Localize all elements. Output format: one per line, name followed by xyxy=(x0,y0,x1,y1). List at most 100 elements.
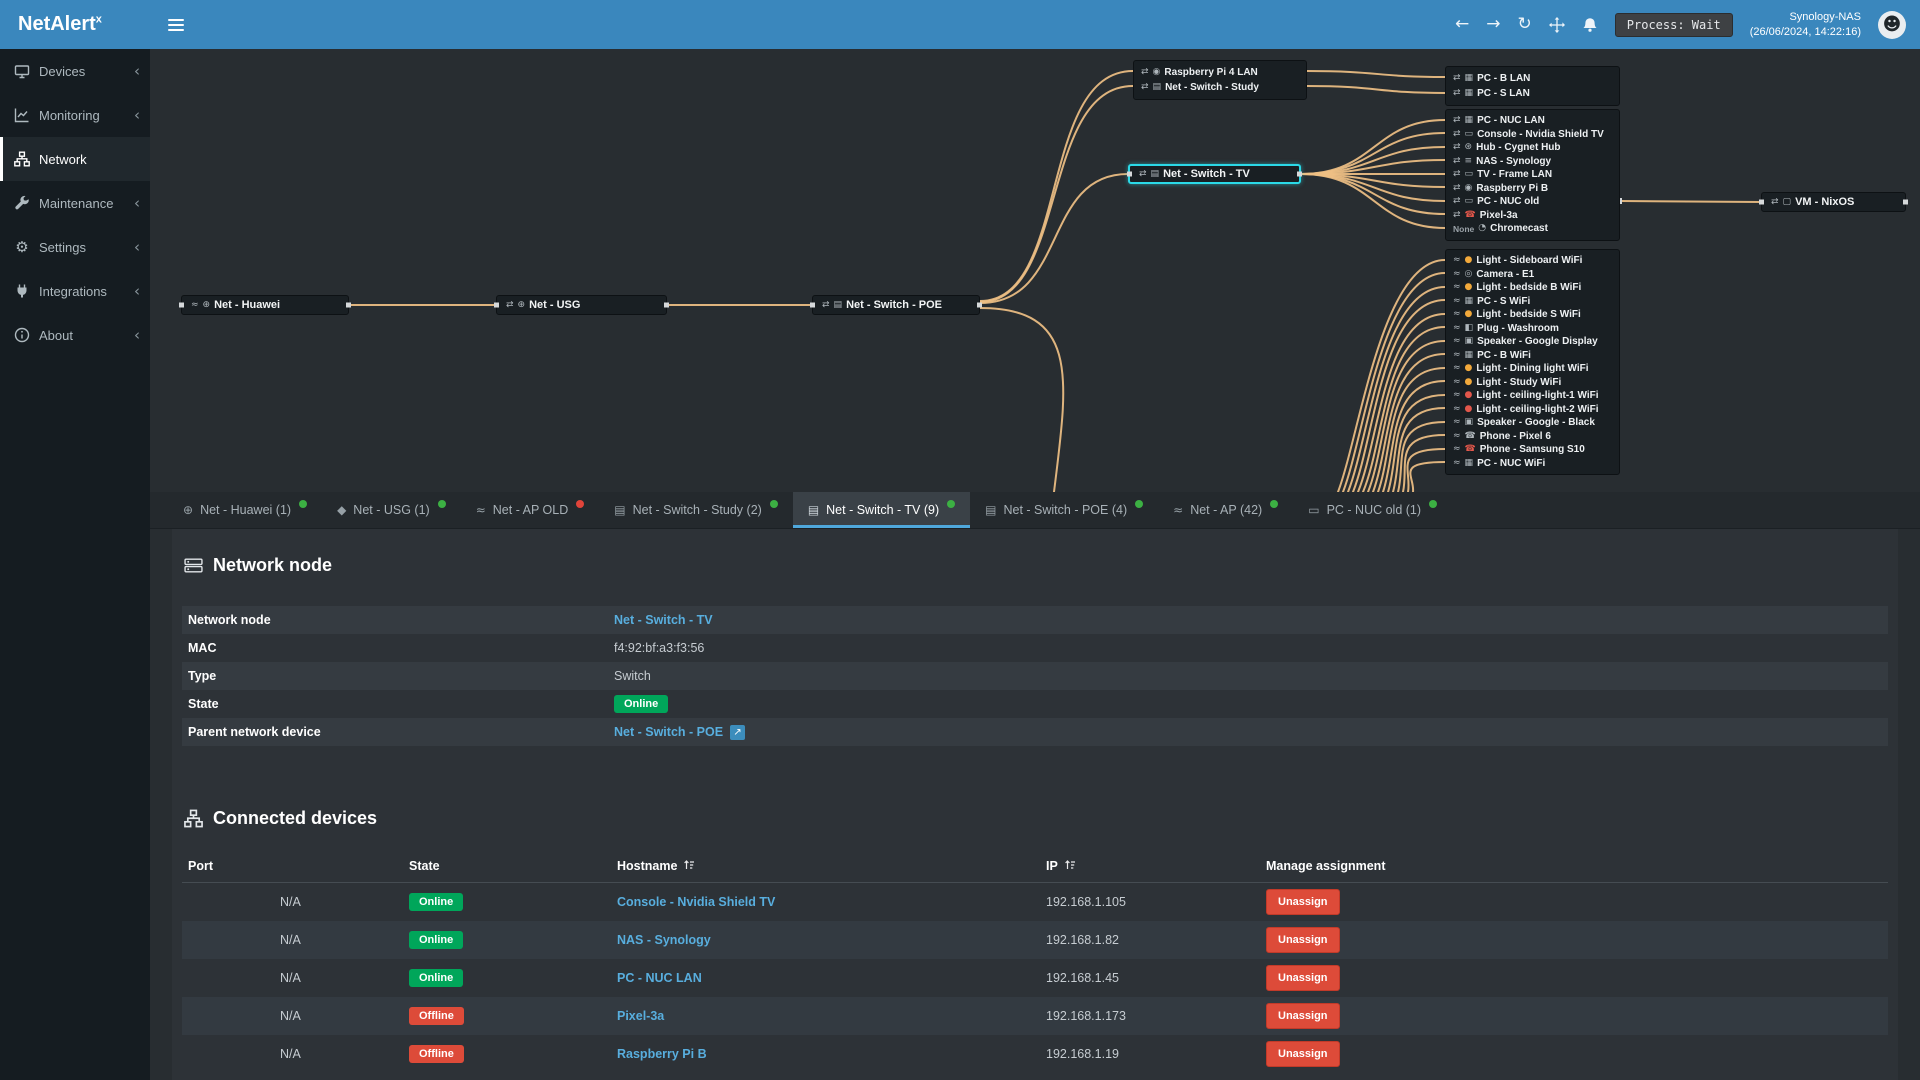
wifi-icon: ≈ xyxy=(1453,282,1461,293)
hostname-link[interactable]: Pixel-3a xyxy=(617,1009,665,1023)
move-icon[interactable] xyxy=(1548,16,1565,33)
unassign-button[interactable]: Unassign xyxy=(1266,1003,1340,1029)
topology-node-vm-nixos[interactable]: ⇄ ▢ VM - NixOS xyxy=(1759,192,1908,212)
unassign-button[interactable]: Unassign xyxy=(1266,889,1340,915)
nav-forward-icon[interactable]: → xyxy=(1486,14,1501,34)
sidebar-item-monitoring[interactable]: Monitoring ‹ xyxy=(0,93,150,137)
hostname-link[interactable]: Raspberry Pi B xyxy=(617,1047,707,1061)
topology-node-plug-washroom[interactable]: ≈ ◧ Plug - Washroom xyxy=(1453,322,1612,336)
topology-node-hub-cygnet-hub[interactable]: ⇄ ⊛ Hub - Cygnet Hub xyxy=(1453,141,1612,155)
raspberry-icon: ◉ xyxy=(1464,182,1473,193)
sidebar-toggle-button[interactable] xyxy=(150,0,202,49)
eth-icon: ⇄ xyxy=(1453,209,1461,220)
hostname-link[interactable]: PC - NUC LAN xyxy=(617,971,702,985)
node-label: TV - Frame LAN xyxy=(1477,169,1553,181)
eth-icon: ⇄ xyxy=(1771,196,1779,207)
topology-node-pc-b-lan[interactable]: ⇄ ▦ PC - B LAN xyxy=(1453,71,1612,86)
topology-node-chromecast[interactable]: None ◔ Chromecast xyxy=(1453,222,1612,236)
topology-node-light-bedside-b-wifi[interactable]: ≈ ● Light - bedside B WiFi xyxy=(1453,281,1612,295)
topology-node-pc-s-wifi[interactable]: ≈ ▦ PC - S WiFi xyxy=(1453,295,1612,309)
topology-node-speaker-google-black[interactable]: ≈ ▣ Speaker - Google - Black xyxy=(1453,416,1612,430)
topology-node-speaker-google-display[interactable]: ≈ ▣ Speaker - Google Display xyxy=(1453,335,1612,349)
tab-net-huawei[interactable]: ⊕ Net - Huawei (1) xyxy=(168,492,322,528)
sort-icon[interactable] xyxy=(1064,859,1076,871)
plug-icon xyxy=(17,284,27,298)
parent-device-link[interactable]: Net - Switch - POE xyxy=(614,725,724,739)
tab-pc-nuc-old[interactable]: ▭ PC - NUC old (1) xyxy=(1293,492,1452,528)
topology-node-light-study-wifi[interactable]: ≈ ● Light - Study WiFi xyxy=(1453,376,1612,390)
pc-icon: ▭ xyxy=(1464,196,1474,207)
topology-node-pc-s-lan[interactable]: ⇄ ▦ PC - S LAN xyxy=(1453,86,1612,101)
tab-net-switch-tv[interactable]: ▤ Net - Switch - TV (9) xyxy=(792,492,971,528)
node-label: Light - ceiling-light-1 WiFi xyxy=(1476,390,1599,402)
network-node-link[interactable]: Net - Switch - TV xyxy=(614,613,713,627)
port-value: N/A xyxy=(280,971,301,985)
topology-node-pc-b-wifi[interactable]: ≈ ▦ PC - B WiFi xyxy=(1453,349,1612,363)
section-title: Connected devices xyxy=(213,808,378,828)
tab-net-switch-study[interactable]: ▤ Net - Switch - Study (2) xyxy=(599,492,793,528)
node-label: Light - bedside B WiFi xyxy=(1476,282,1582,294)
wifi-icon: ≈ xyxy=(1453,363,1461,374)
topology-node-pc-nuc-old[interactable]: ⇄ ▭ PC - NUC old xyxy=(1453,195,1612,209)
topology-node-light-ceiling-light-1-wifi[interactable]: ≈ ● Light - ceiling-light-1 WiFi xyxy=(1453,389,1612,403)
external-link-icon[interactable]: ↗ xyxy=(730,724,746,740)
topology-node-net-usg[interactable]: ⇄ ⊕ Net - USG xyxy=(494,295,669,315)
topology-node-phone-pixel-6[interactable]: ≈ ☎ Phone - Pixel 6 xyxy=(1453,430,1612,444)
user-avatar[interactable]: ☻ xyxy=(1878,10,1906,39)
topology-node-light-ceiling-light-2-wifi[interactable]: ≈ ● Light - ceiling-light-2 WiFi xyxy=(1453,403,1612,417)
tab-label: PC - NUC old (1) xyxy=(1326,503,1422,517)
column-ip[interactable]: IP xyxy=(1046,859,1266,873)
sidebar-item-settings[interactable]: ⚙ Settings ‹ xyxy=(0,225,150,269)
topology-node-net-huawei[interactable]: ≈ ⊕ Net - Huawei xyxy=(179,295,351,315)
refresh-icon[interactable]: ↻ xyxy=(1517,14,1532,34)
topology-node-light-dining-light-wifi[interactable]: ≈ ● Light - Dining light WiFi xyxy=(1453,362,1612,376)
topology-node-nas-synology[interactable]: ⇄ ≡ NAS - Synology xyxy=(1453,155,1612,169)
topology-node-net-switch-tv[interactable]: ⇄ ▤ Net - Switch - TV xyxy=(1127,164,1302,184)
hostname-link[interactable]: Console - Nvidia Shield TV xyxy=(617,895,776,909)
topology-node-light-sideboard-wifi[interactable]: ≈ ● Light - Sideboard WiFi xyxy=(1453,254,1612,268)
tab-net-ap[interactable]: ≈ Net - AP (42) xyxy=(1158,492,1293,528)
sidebar-item-about[interactable]: About ‹ xyxy=(0,313,150,357)
unassign-button[interactable]: Unassign xyxy=(1266,1041,1340,1067)
sidebar-item-integrations[interactable]: Integrations ‹ xyxy=(0,269,150,313)
hostname-link[interactable]: NAS - Synology xyxy=(617,933,711,947)
app-logo[interactable]: NetAlertx xyxy=(0,13,150,36)
topology-node-console-nvidia-shield-tv[interactable]: ⇄ ▭ Console - Nvidia Shield TV xyxy=(1453,128,1612,142)
connector-handle xyxy=(977,302,982,308)
tab-net-usg[interactable]: ◆ Net - USG (1) xyxy=(322,492,461,528)
sort-icon[interactable] xyxy=(683,859,695,871)
connector-handle xyxy=(179,302,184,308)
column-hostname[interactable]: Hostname xyxy=(617,859,1046,873)
topology-node-camera-e1[interactable]: ≈ ◎ Camera - E1 xyxy=(1453,268,1612,282)
topology-node-light-bedside-s-wifi[interactable]: ≈ ● Light - bedside S WiFi xyxy=(1453,308,1612,322)
topology-node-raspberry-pi-b[interactable]: ⇄ ◉ Raspberry Pi B xyxy=(1453,182,1612,196)
sidebar-item-devices[interactable]: Devices ‹ xyxy=(0,49,150,93)
speaker-icon: ▣ xyxy=(1464,417,1474,428)
nav-back-icon[interactable]: ← xyxy=(1455,14,1470,34)
section-title: Network node xyxy=(213,555,333,575)
state-badge: Online xyxy=(614,695,669,713)
unassign-button[interactable]: Unassign xyxy=(1266,965,1340,991)
topology-node-pixel-3a[interactable]: ⇄ ☎ Pixel-3a xyxy=(1453,209,1612,223)
sidebar-item-maintenance[interactable]: Maintenance ‹ xyxy=(0,181,150,225)
tab-net-ap-old[interactable]: ≈ Net - AP OLD xyxy=(461,492,600,528)
sidebar-item-network[interactable]: Network xyxy=(0,137,150,181)
topology-node-phone-samsung-s10[interactable]: ≈ ☎ Phone - Samsung S10 xyxy=(1453,443,1612,457)
node-label: Light - bedside S WiFi xyxy=(1476,309,1581,321)
topology-node-net-switch-poe[interactable]: ⇄ ▤ Net - Switch - POE xyxy=(810,295,982,315)
wifi-icon: ≈ xyxy=(1453,403,1461,414)
node-label: VM - NixOS xyxy=(1795,196,1855,208)
node-label: Speaker - Google Display xyxy=(1477,336,1598,348)
unassign-button[interactable]: Unassign xyxy=(1266,927,1340,953)
ip-value: 192.168.1.173 xyxy=(1046,1009,1126,1023)
state-badge: Online xyxy=(409,931,464,949)
topology-node-net-switch-study[interactable]: ⇄ ▤ Net - Switch - Study xyxy=(1141,80,1299,95)
bell-icon[interactable] xyxy=(1582,17,1598,33)
topology-node-raspberry-pi-4-lan[interactable]: ⇄ ◉ Raspberry Pi 4 LAN xyxy=(1141,65,1299,80)
tab-net-switch-poe[interactable]: ▤ Net - Switch - POE (4) xyxy=(970,492,1158,528)
topology-node-pc-nuc-wifi[interactable]: ≈ ▦ PC - NUC WiFi xyxy=(1453,457,1612,471)
topology-node-tv-frame-lan[interactable]: ⇄ ▭ TV - Frame LAN xyxy=(1453,168,1612,182)
tv-icon: ▭ xyxy=(1464,169,1474,180)
switch-icon: ▤ xyxy=(807,503,820,517)
topology-node-pc-nuc-lan[interactable]: ⇄ ▦ PC - NUC LAN xyxy=(1453,114,1612,128)
